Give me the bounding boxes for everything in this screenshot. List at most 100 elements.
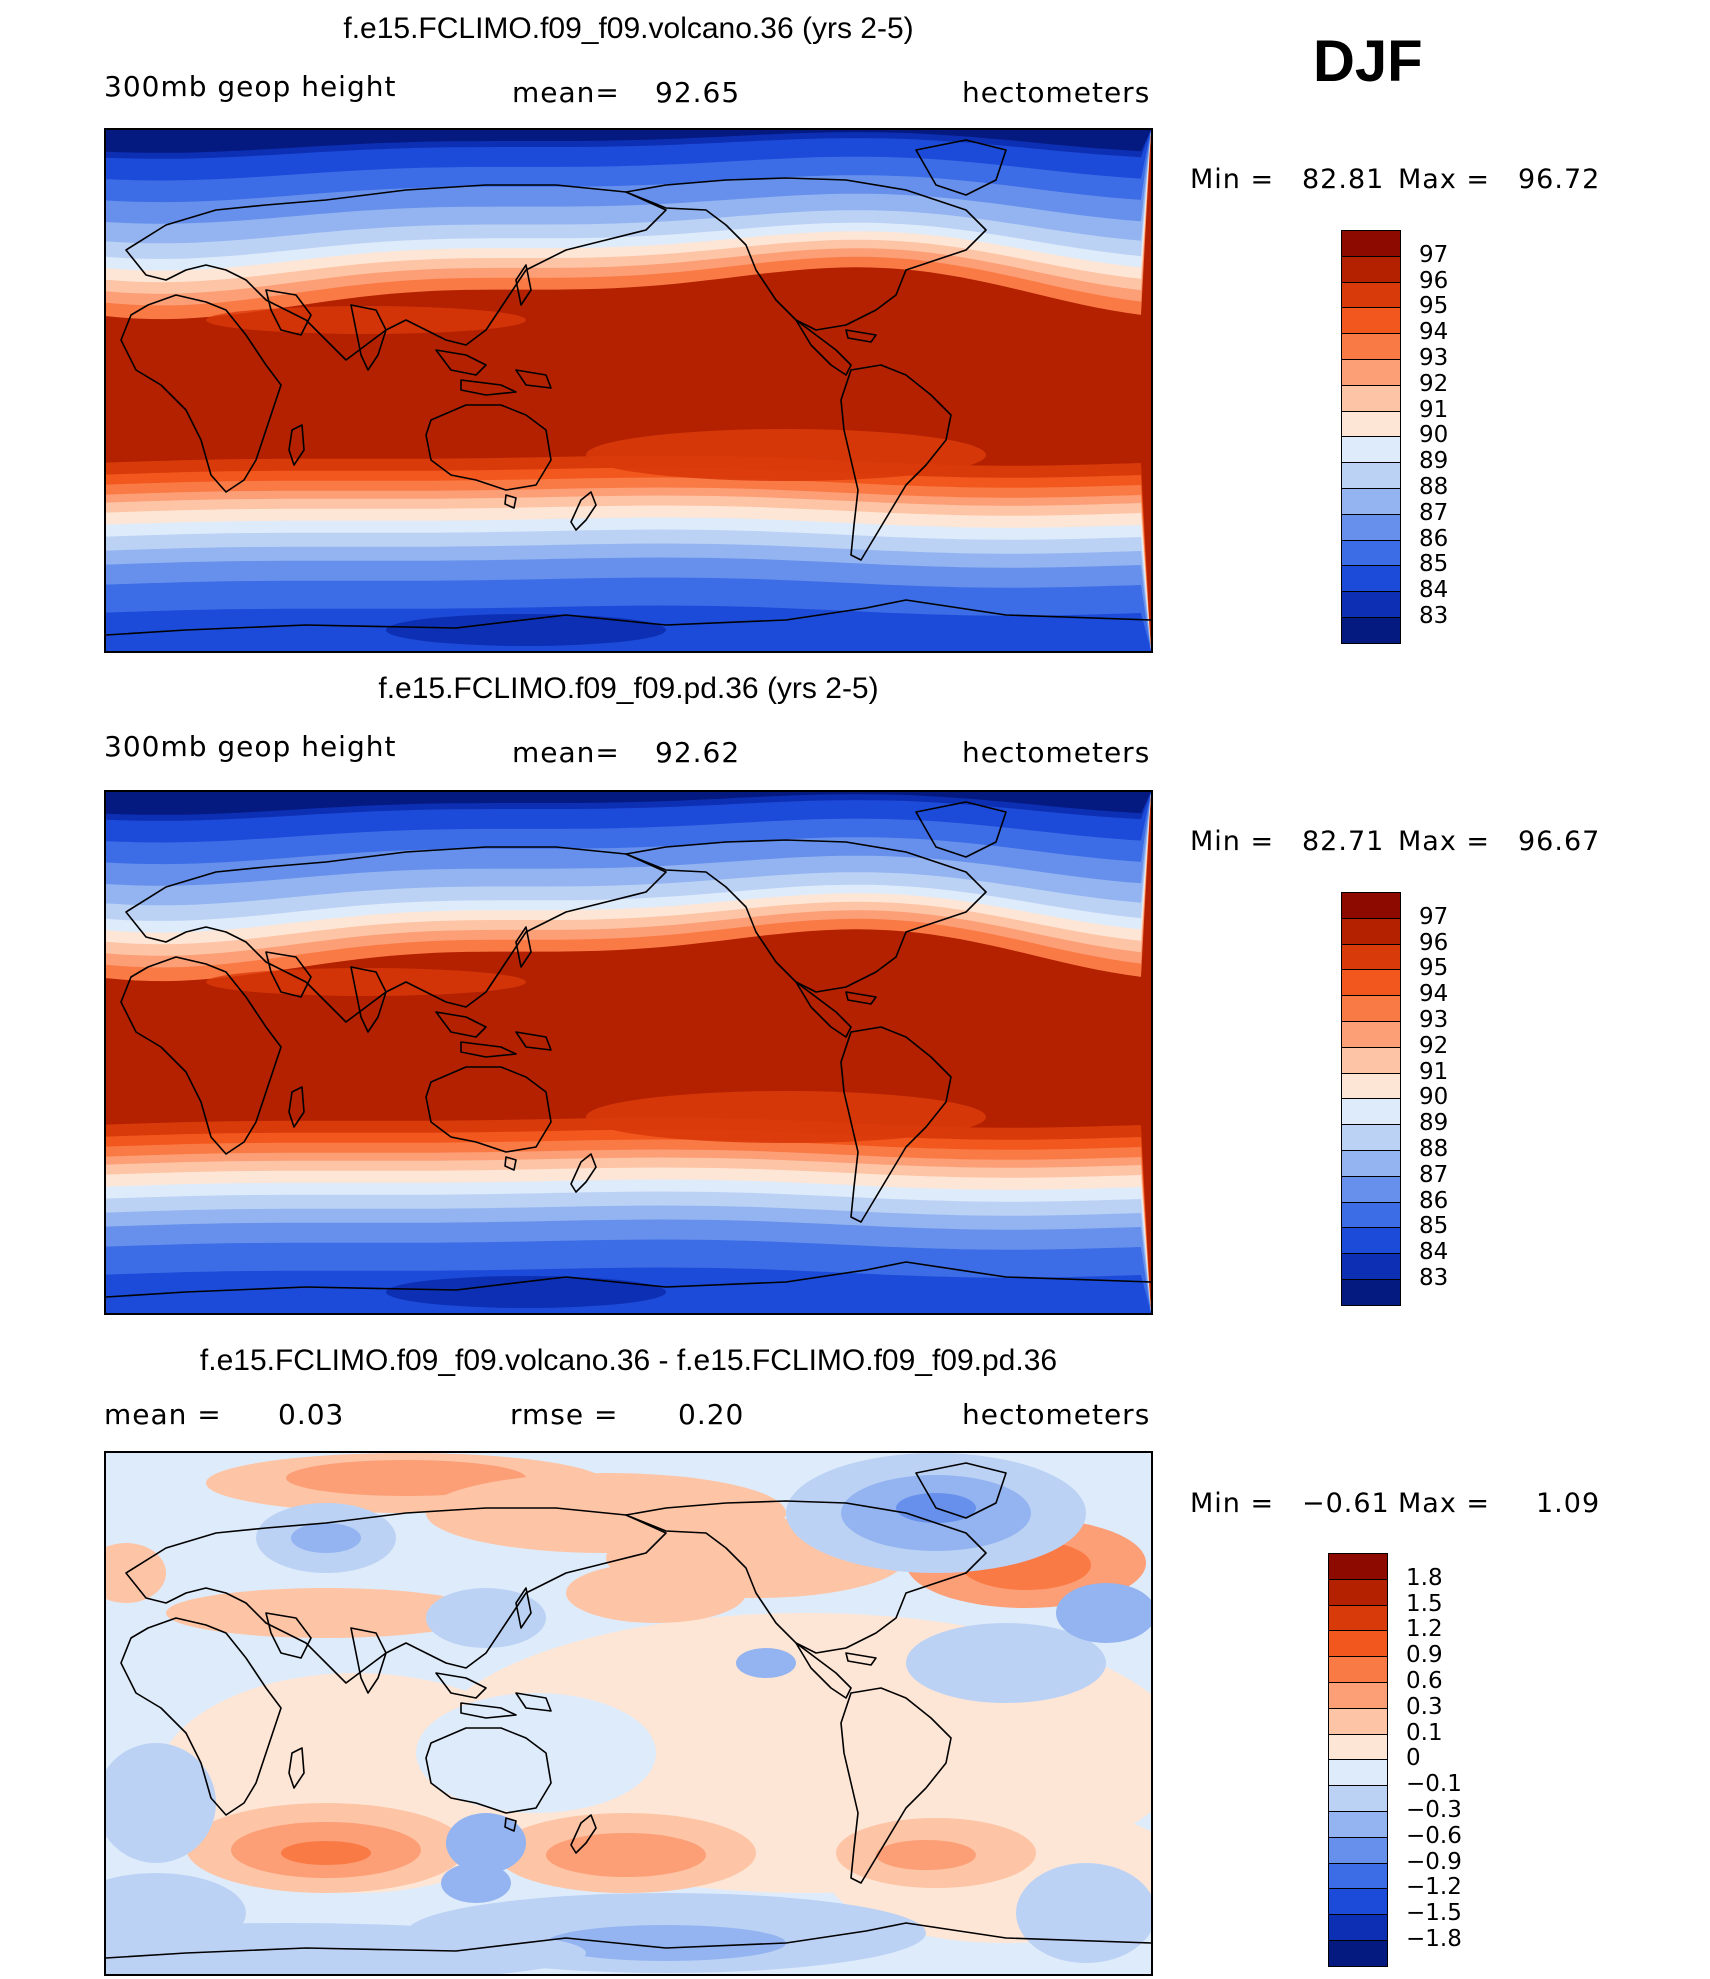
colorbar-label: 85	[1419, 551, 1449, 578]
colorbar-swatch	[1341, 333, 1401, 361]
colorbar-swatch	[1341, 917, 1401, 946]
panel-2-units: hectometers	[962, 736, 1151, 769]
panel-1-contour-field	[106, 130, 1151, 651]
colorbar-swatch	[1341, 591, 1401, 619]
colorbar-label: 84	[1419, 577, 1449, 604]
panel-1-mean-value: 92.65	[655, 76, 741, 109]
coastline	[288, 1086, 305, 1128]
coastline	[515, 264, 532, 306]
panel-1-map	[104, 128, 1153, 653]
coastline	[570, 491, 597, 531]
colorbar-label: 83	[1419, 603, 1449, 629]
colorbar-swatch	[1328, 1707, 1388, 1736]
colorbar-swatch	[1341, 359, 1401, 387]
coastline	[106, 1922, 1151, 1959]
coastline	[515, 1692, 552, 1712]
coastline	[460, 1041, 517, 1058]
colorbar-swatch	[1341, 1072, 1401, 1100]
coastline	[350, 1627, 387, 1694]
panel-3-max-label: Max =	[1398, 1488, 1491, 1519]
coastline	[840, 364, 952, 561]
coastline	[915, 1462, 1007, 1519]
colorbar-swatch	[1341, 281, 1401, 309]
coastline	[435, 349, 487, 376]
panel-3-mean-value: 0.03	[278, 1398, 345, 1431]
panel-2-max-label: Max =	[1398, 826, 1491, 857]
colorbar-label: 91	[1419, 1058, 1449, 1085]
colorbar-label: −0.9	[1406, 1848, 1462, 1875]
coastline	[435, 1672, 487, 1699]
coastline	[120, 1617, 282, 1816]
coastline	[795, 319, 852, 376]
coastline	[288, 424, 305, 466]
coastline	[840, 1026, 952, 1223]
colorbar-label: 94	[1419, 981, 1449, 1008]
colorbar-label: 0	[1406, 1745, 1421, 1772]
colorbar-label: −0.6	[1406, 1822, 1462, 1849]
colorbar-swatch	[1328, 1553, 1388, 1581]
coastline	[288, 1747, 305, 1789]
colorbar-label: 88	[1419, 474, 1449, 500]
colorbar-swatch	[1341, 1150, 1401, 1178]
colorbar-label: 96	[1419, 267, 1449, 294]
colorbar-label: 89	[1419, 448, 1449, 475]
colorbar-swatch	[1328, 1630, 1388, 1658]
panel-1-units: hectometers	[962, 76, 1151, 109]
coastline	[460, 379, 517, 396]
coastline	[840, 1687, 952, 1884]
colorbar-label: −1.5	[1406, 1900, 1462, 1927]
coastline	[425, 1727, 552, 1814]
colorbar-swatch	[1341, 565, 1401, 593]
coastline	[460, 1702, 517, 1719]
colorbar-swatch	[1341, 1253, 1401, 1281]
coastline	[515, 1031, 552, 1051]
colorbar-swatch	[1328, 1656, 1388, 1684]
panel-3-min-value: −0.61	[1302, 1488, 1390, 1519]
panel-1-mean-label: mean=	[512, 76, 620, 109]
panel-2-min-value: 82.71	[1302, 826, 1385, 857]
colorbar-swatch	[1341, 1175, 1401, 1204]
panel-2-mean-value: 92.62	[655, 736, 741, 769]
coastline	[425, 1066, 552, 1153]
coastline	[915, 139, 1007, 196]
colorbar-label: −0.3	[1406, 1797, 1462, 1823]
colorbar-swatch	[1328, 1578, 1388, 1607]
colorbar-swatch	[1328, 1785, 1388, 1813]
colorbar-swatch	[1341, 943, 1401, 971]
colorbar-swatch	[1328, 1759, 1388, 1787]
coastline	[515, 369, 552, 389]
colorbar-label: 86	[1419, 525, 1449, 552]
colorbar-label: 97	[1419, 241, 1449, 268]
coastline	[125, 846, 667, 1023]
colorbar-swatch	[1341, 410, 1401, 438]
colorbar-label: 89	[1419, 1110, 1449, 1137]
coastline	[515, 926, 532, 968]
season-label: DJF	[1313, 29, 1423, 94]
colorbar-label: 94	[1419, 319, 1449, 346]
coastline	[915, 801, 1007, 858]
colorbar-label: 92	[1419, 1032, 1449, 1059]
colorbar-label: 90	[1419, 1084, 1449, 1111]
coastline	[106, 599, 1151, 636]
colorbar-swatch	[1341, 1201, 1401, 1229]
colorbar-label: 0.1	[1406, 1719, 1443, 1746]
coastline	[435, 1011, 487, 1038]
colorbar-swatch	[1341, 307, 1401, 335]
coastline	[504, 1817, 517, 1832]
colorbar-swatch	[1341, 230, 1401, 258]
coastline	[625, 1500, 987, 1654]
colorbar-swatch	[1341, 969, 1401, 997]
coastline	[795, 981, 852, 1038]
coastline	[795, 1642, 852, 1699]
colorbar-label: 87	[1419, 499, 1449, 526]
colorbar-label: 90	[1419, 422, 1449, 449]
colorbar-label: 1.5	[1406, 1590, 1443, 1617]
colorbar-label: 96	[1419, 929, 1449, 956]
coastline	[570, 1814, 597, 1854]
coastline	[625, 177, 987, 331]
panel-1-min-value: 82.81	[1302, 164, 1385, 195]
coastline	[120, 956, 282, 1155]
panel-1-max-value: 96.72	[1518, 164, 1601, 195]
panel-3-rmse-value: 0.20	[678, 1398, 745, 1431]
coastline	[125, 1507, 667, 1684]
